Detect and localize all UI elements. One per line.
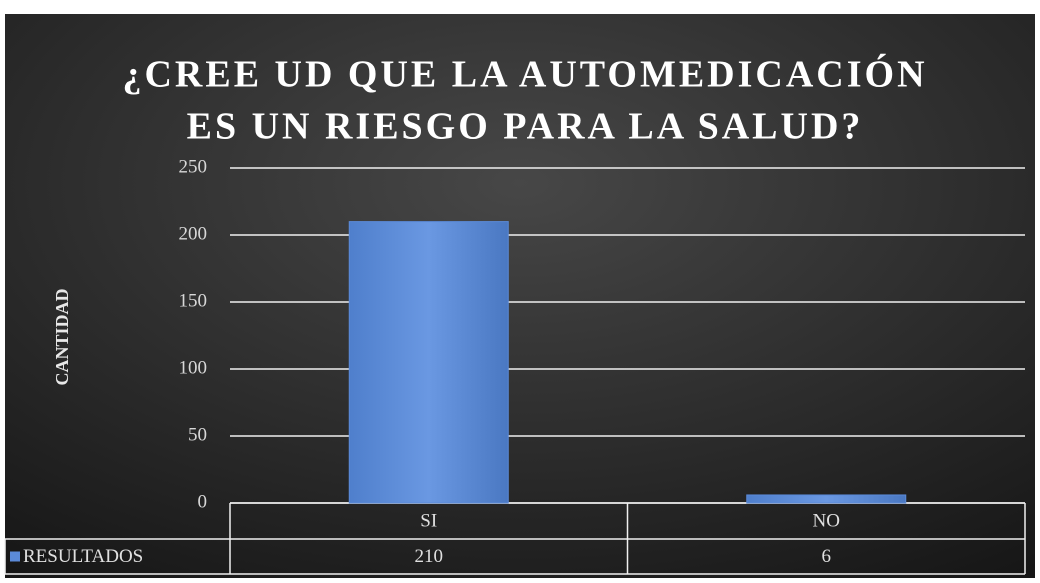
chart-title: ¿CREE UD QUE LA AUTOMEDICACIÓN — [122, 54, 927, 96]
x-tick-label: NO — [813, 510, 840, 531]
y-tick-label: 0 — [198, 491, 208, 512]
legend-label: RESULTADOS — [23, 546, 143, 567]
chart-background — [5, 14, 1035, 578]
chart-title: ES UN RIESGO PARA LA SALUD? — [187, 106, 864, 148]
y-tick-label: 150 — [179, 290, 208, 311]
legend-swatch — [10, 551, 20, 562]
table-value: 6 — [822, 546, 832, 567]
y-tick-label: 50 — [188, 424, 207, 445]
y-axis-label: CANTIDAD — [52, 288, 72, 385]
table-value: 210 — [415, 546, 444, 567]
y-tick-label: 200 — [179, 223, 208, 244]
y-tick-label: 250 — [179, 156, 208, 177]
bar — [746, 494, 907, 504]
bar — [348, 221, 509, 504]
x-tick-label: SI — [420, 510, 437, 531]
y-tick-label: 100 — [179, 357, 208, 378]
